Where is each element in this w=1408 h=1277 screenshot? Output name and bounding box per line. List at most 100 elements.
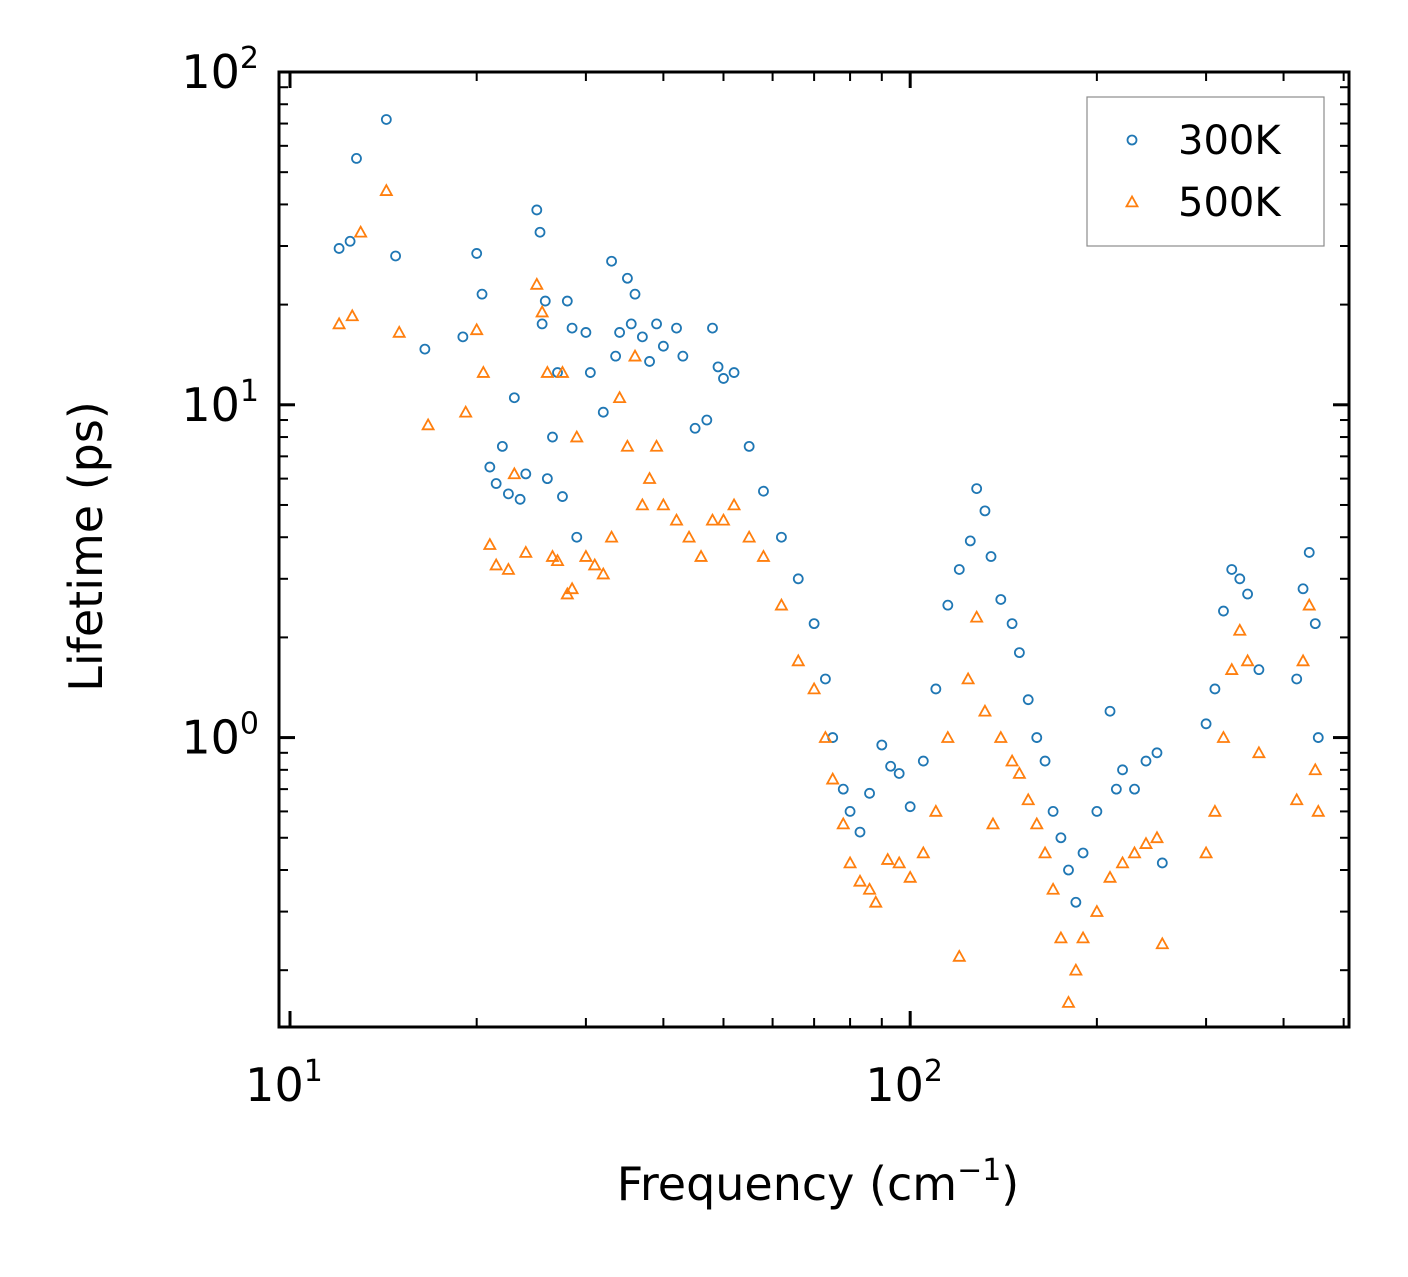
data-point <box>571 531 583 543</box>
data-point <box>852 873 868 887</box>
data-point <box>1309 618 1321 630</box>
data-point <box>677 350 689 362</box>
data-point <box>1047 806 1059 817</box>
legend-box <box>1086 96 1325 247</box>
data-point <box>1102 870 1118 883</box>
data-point <box>693 549 709 562</box>
data-point <box>565 581 580 595</box>
data-point <box>484 461 496 473</box>
data-point <box>1303 547 1315 558</box>
data-point <box>940 730 955 743</box>
data-point <box>1053 930 1068 944</box>
data-point <box>580 327 592 338</box>
data-point <box>979 505 991 517</box>
data-point <box>837 783 849 795</box>
data-point <box>904 801 916 813</box>
y-tick-label: 100 <box>181 707 259 765</box>
data-point <box>541 473 553 485</box>
legend: 300K 500K <box>1086 96 1325 247</box>
data-point <box>1061 995 1076 1008</box>
data-point <box>1021 792 1036 806</box>
data-point <box>629 288 641 300</box>
data-point <box>952 949 967 962</box>
data-point <box>379 183 394 196</box>
data-point <box>705 512 720 526</box>
data-point <box>1253 664 1265 676</box>
data-point <box>964 535 976 547</box>
data-point <box>864 787 875 799</box>
data-point <box>756 549 771 562</box>
data-point <box>689 422 701 434</box>
y-tick-label: 101 <box>181 374 259 432</box>
data-point <box>584 367 596 378</box>
data-point <box>612 390 627 404</box>
data-point <box>716 512 731 526</box>
data-point <box>862 881 877 895</box>
axis-ticks <box>279 70 1349 1027</box>
data-point <box>880 852 895 865</box>
data-point <box>1242 588 1253 600</box>
series-300K <box>333 114 1324 908</box>
data-point <box>627 348 643 362</box>
data-point <box>807 681 822 695</box>
data-point <box>774 597 789 611</box>
data-point <box>534 226 546 238</box>
data-point <box>636 331 648 343</box>
data-point <box>471 248 483 259</box>
data-point <box>728 367 740 378</box>
data-point <box>1012 766 1027 779</box>
data-point <box>758 485 769 497</box>
y-tick-label: 102 <box>181 41 259 99</box>
data-point <box>529 277 544 290</box>
data-point <box>1296 653 1311 667</box>
data-point <box>1117 764 1128 776</box>
data-point <box>482 537 497 550</box>
data-point <box>942 599 954 611</box>
data-point <box>353 224 368 238</box>
data-point <box>1127 845 1142 859</box>
data-point <box>977 703 992 717</box>
data-point <box>818 730 833 743</box>
data-point <box>596 566 611 580</box>
data-point <box>1151 747 1163 759</box>
data-point <box>903 870 918 883</box>
data-point <box>597 406 609 418</box>
data-point <box>1005 753 1020 767</box>
data-point <box>825 771 840 785</box>
data-point <box>1289 792 1304 806</box>
data-point <box>604 529 619 543</box>
data-point <box>1039 755 1051 767</box>
data-point <box>531 204 543 216</box>
data-point <box>671 322 682 334</box>
data-points <box>332 114 1326 1008</box>
legend-label-300K: 300K <box>1178 118 1282 164</box>
data-point <box>1089 904 1104 917</box>
data-point <box>1312 732 1324 743</box>
data-point <box>1216 730 1231 743</box>
data-point <box>995 594 1007 605</box>
data-point <box>1311 804 1326 817</box>
data-point <box>610 350 622 362</box>
data-point <box>820 673 831 685</box>
data-point <box>917 755 929 767</box>
data-point <box>1029 816 1044 830</box>
data-point <box>535 304 550 318</box>
data-point <box>345 308 360 322</box>
data-point <box>657 340 669 352</box>
data-point <box>635 497 650 511</box>
data-point <box>1063 864 1074 876</box>
data-point <box>843 855 858 869</box>
data-point <box>622 272 633 284</box>
data-point <box>1199 845 1214 859</box>
data-point <box>1251 745 1266 759</box>
data-point <box>718 373 729 384</box>
data-point <box>1031 732 1043 743</box>
data-point <box>1038 845 1053 859</box>
data-point <box>496 440 508 452</box>
data-point <box>808 618 820 630</box>
data-point <box>1155 936 1170 950</box>
data-point <box>993 730 1008 743</box>
data-point <box>1068 962 1083 976</box>
data-point <box>1013 647 1025 659</box>
